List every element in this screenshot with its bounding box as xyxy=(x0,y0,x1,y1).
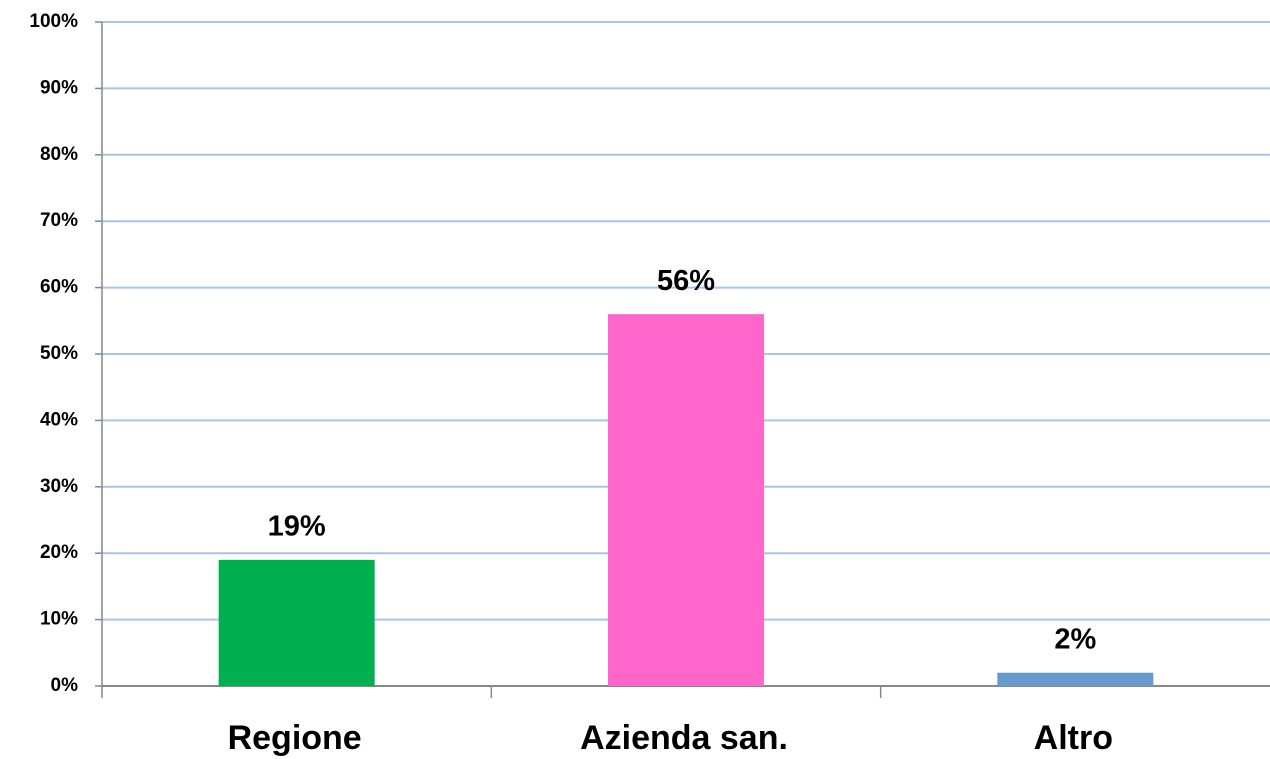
y-tick-label: 10% xyxy=(40,609,78,630)
bar xyxy=(218,559,375,686)
y-tick-label: 90% xyxy=(40,77,78,98)
data-label: 19% xyxy=(268,510,326,542)
y-tick-label: 0% xyxy=(51,675,79,696)
y-tick-label: 20% xyxy=(40,542,78,563)
y-tick-label: 30% xyxy=(40,476,78,497)
x-tick-label: Altro xyxy=(1034,719,1113,757)
y-tick-label: 70% xyxy=(40,210,78,231)
y-tick-label: 80% xyxy=(40,144,78,165)
bar xyxy=(997,672,1154,686)
bar xyxy=(608,314,764,686)
data-label: 56% xyxy=(657,265,715,297)
y-tick-label: 50% xyxy=(40,343,78,364)
y-tick-label: 40% xyxy=(40,409,78,430)
y-tick-label: 60% xyxy=(40,277,78,298)
x-tick-label: Azienda san. xyxy=(580,719,788,757)
x-tick-label: Regione xyxy=(228,719,362,757)
data-label: 2% xyxy=(1054,623,1096,655)
y-tick-label: 100% xyxy=(29,11,78,32)
